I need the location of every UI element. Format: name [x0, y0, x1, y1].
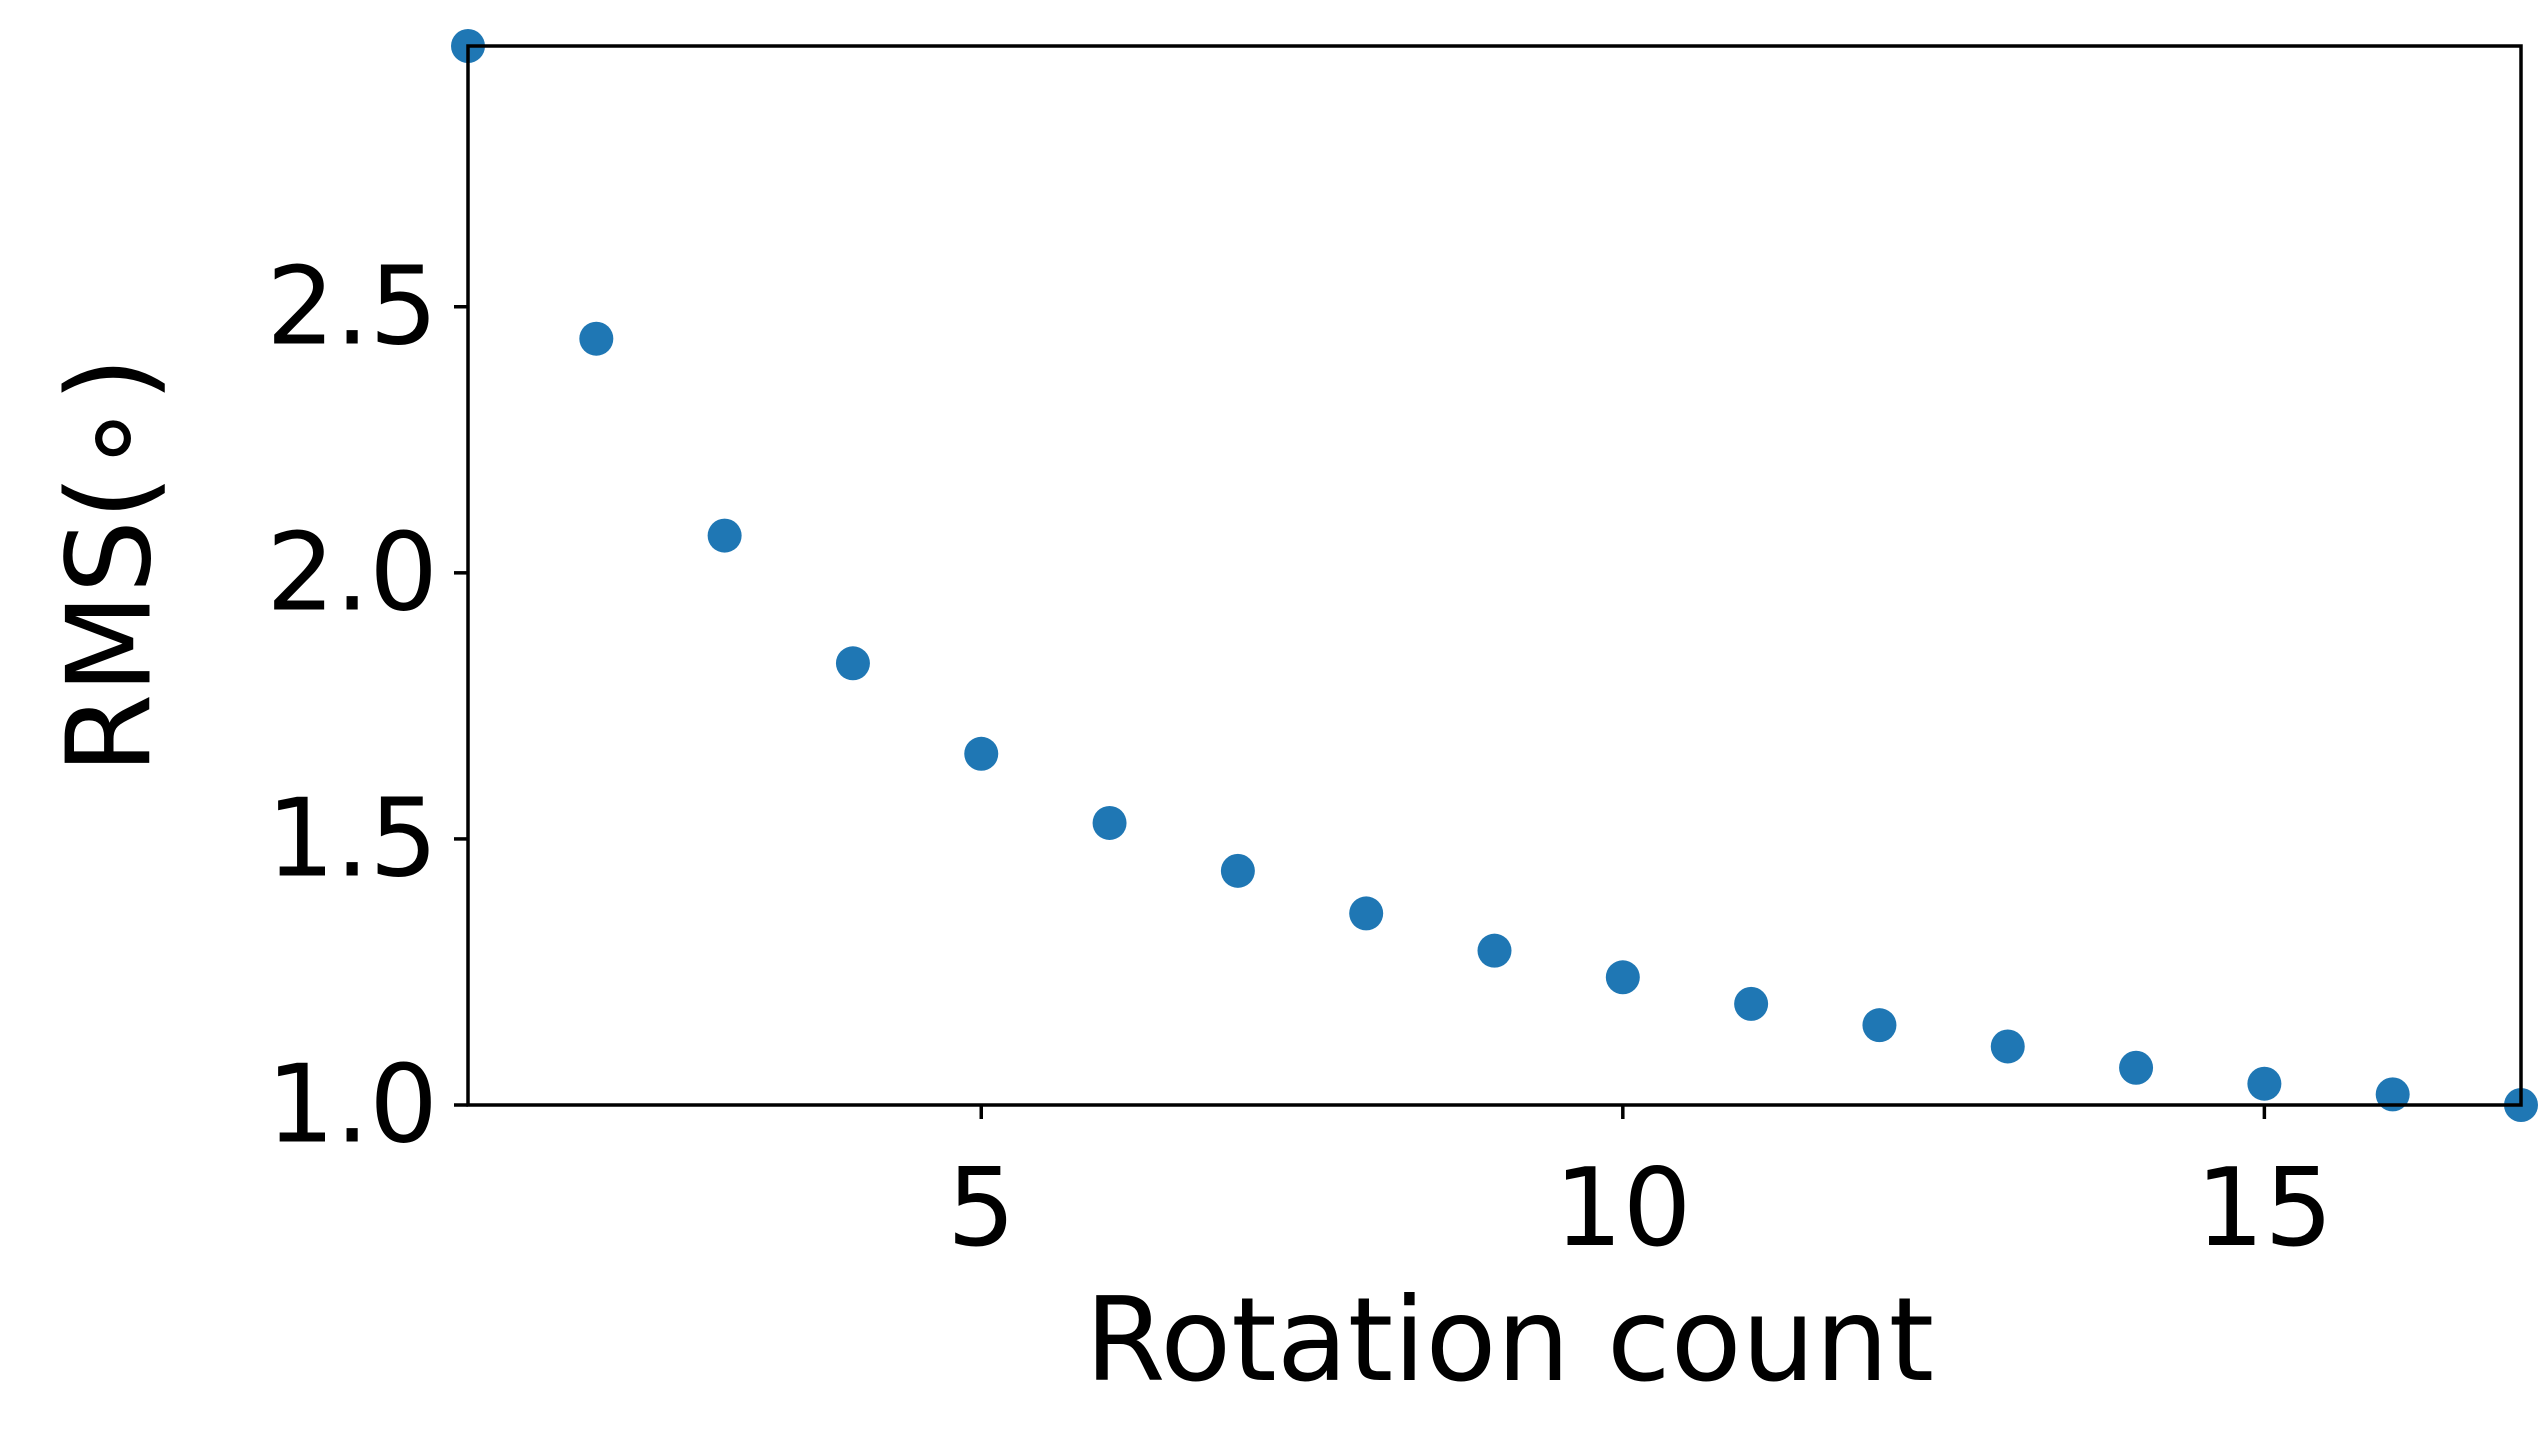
data-point: [1990, 1029, 2025, 1064]
y-tick-label: 1.5: [266, 776, 438, 901]
y-axis-ticks: 1.0 1.5 2.0 2.5: [266, 244, 468, 1168]
data-point: [2119, 1050, 2154, 1085]
y-tick-label: 2.5: [266, 244, 438, 369]
data-point: [964, 736, 999, 771]
data-point: [707, 518, 742, 553]
plot-frame: [466, 44, 2523, 1107]
data-point: [1092, 805, 1127, 840]
y-tick-label: 2.0: [266, 510, 438, 635]
data-point: [1862, 1008, 1897, 1043]
data-point: [579, 321, 614, 356]
y-tick-label: 1.0: [266, 1043, 438, 1168]
data-point: [1734, 986, 1769, 1021]
data-point: [1220, 853, 1255, 888]
data-point: [835, 646, 870, 681]
x-tick-label: 5: [947, 1146, 1016, 1271]
x-tick-label: 15: [2196, 1146, 2333, 1271]
data-point: [2375, 1077, 2410, 1112]
x-axis-label: Rotation count: [1085, 1273, 1934, 1408]
data-point: [2247, 1066, 2282, 1101]
data-points: [451, 29, 2538, 1122]
x-tick-label: 10: [1554, 1146, 1691, 1271]
y-axis-label: RMS(∘): [43, 357, 178, 774]
data-point: [1349, 896, 1384, 931]
data-point: [1605, 960, 1640, 995]
x-axis-ticks: 5 10 15: [947, 1105, 2333, 1271]
data-point: [1477, 933, 1512, 968]
